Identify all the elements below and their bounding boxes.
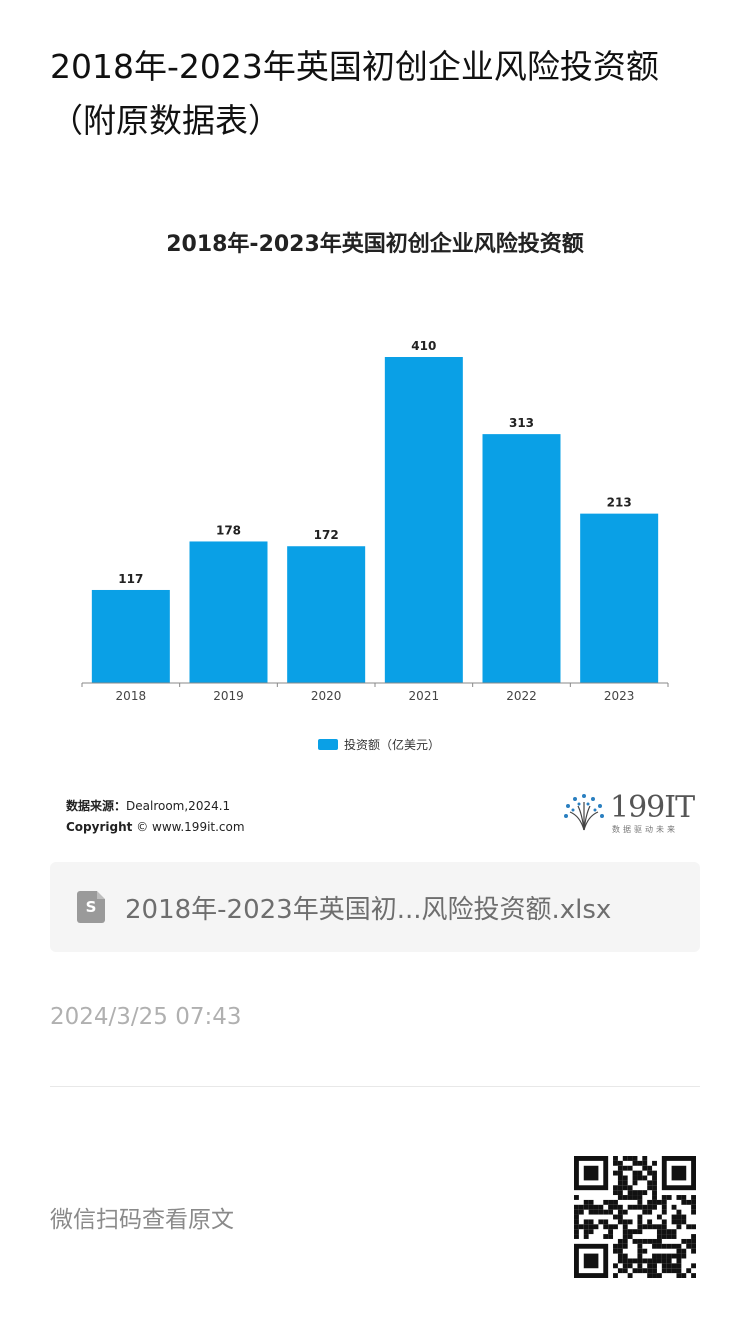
legend-swatch xyxy=(318,739,338,750)
data-label-2020: 172 xyxy=(314,528,339,542)
bar-chart: 117 2018 178 2019 172 2020 410 2021 313 2022 213 20… xyxy=(81,339,669,703)
attachment-filename[interactable]: 2018年-2023年英国初...风险投资额.xlsx xyxy=(125,894,612,925)
data-label-2022: 313 xyxy=(509,416,534,430)
data-label-2018: 117 xyxy=(118,572,143,586)
chart-figure: 117 2018 178 2019 172 2020 410 2021 313 2022 213 20… xyxy=(50,200,700,850)
source-value: Dealroom,2024.1 xyxy=(126,799,231,813)
chart-legend: 投资额（亿美元） xyxy=(318,736,440,753)
brand-logo: 199IT 数据驱动未来 xyxy=(560,790,700,836)
post-timestamp: 2024/3/25 07:43 xyxy=(50,1004,242,1030)
brand-burst-icon xyxy=(564,794,604,831)
bar-2021 xyxy=(384,357,463,683)
scan-hint: 微信扫码查看原文 xyxy=(50,1207,234,1233)
attachment-card[interactable]: S 2018年-2023年英国初...风险投资额.xlsx xyxy=(50,862,700,952)
bar-2018 xyxy=(91,589,170,683)
qr-code-icon[interactable] xyxy=(574,1156,696,1278)
legend-label: 投资额（亿美元） xyxy=(344,738,441,752)
copyright-label: Copyright xyxy=(66,820,133,834)
divider xyxy=(50,1086,700,1087)
article-title: 2018年-2023年英国初创企业风险投资额（附原数据表） xyxy=(50,47,659,140)
bar-2019 xyxy=(189,541,268,683)
bar-2022 xyxy=(482,434,561,683)
x-tick-label-2021: 2021 xyxy=(409,689,440,703)
data-label-2023: 213 xyxy=(607,496,632,510)
source-label: 数据来源： xyxy=(66,799,127,813)
brand-name: 199IT xyxy=(610,790,695,825)
x-tick-label-2020: 2020 xyxy=(311,689,342,703)
data-label-2021: 410 xyxy=(411,339,436,353)
file-icon-letter: S xyxy=(85,898,97,916)
x-tick-label-2023: 2023 xyxy=(604,689,635,703)
x-tick-label-2018: 2018 xyxy=(116,689,147,703)
copyright-value: © www.199it.com xyxy=(136,820,245,834)
chart-title: 2018年-2023年英国初创企业风险投资额 xyxy=(166,232,584,257)
bar-2020 xyxy=(287,546,366,683)
x-tick-label-2019: 2019 xyxy=(213,689,244,703)
spreadsheet-file-icon: S xyxy=(77,891,105,923)
brand-slogan: 数据驱动未来 xyxy=(612,825,678,834)
bar-2023 xyxy=(580,513,659,683)
x-tick-label-2022: 2022 xyxy=(506,689,537,703)
chart-source: 数据来源：Dealroom,2024.1 Copyright © www.199… xyxy=(66,796,245,838)
data-label-2019: 178 xyxy=(216,523,241,537)
